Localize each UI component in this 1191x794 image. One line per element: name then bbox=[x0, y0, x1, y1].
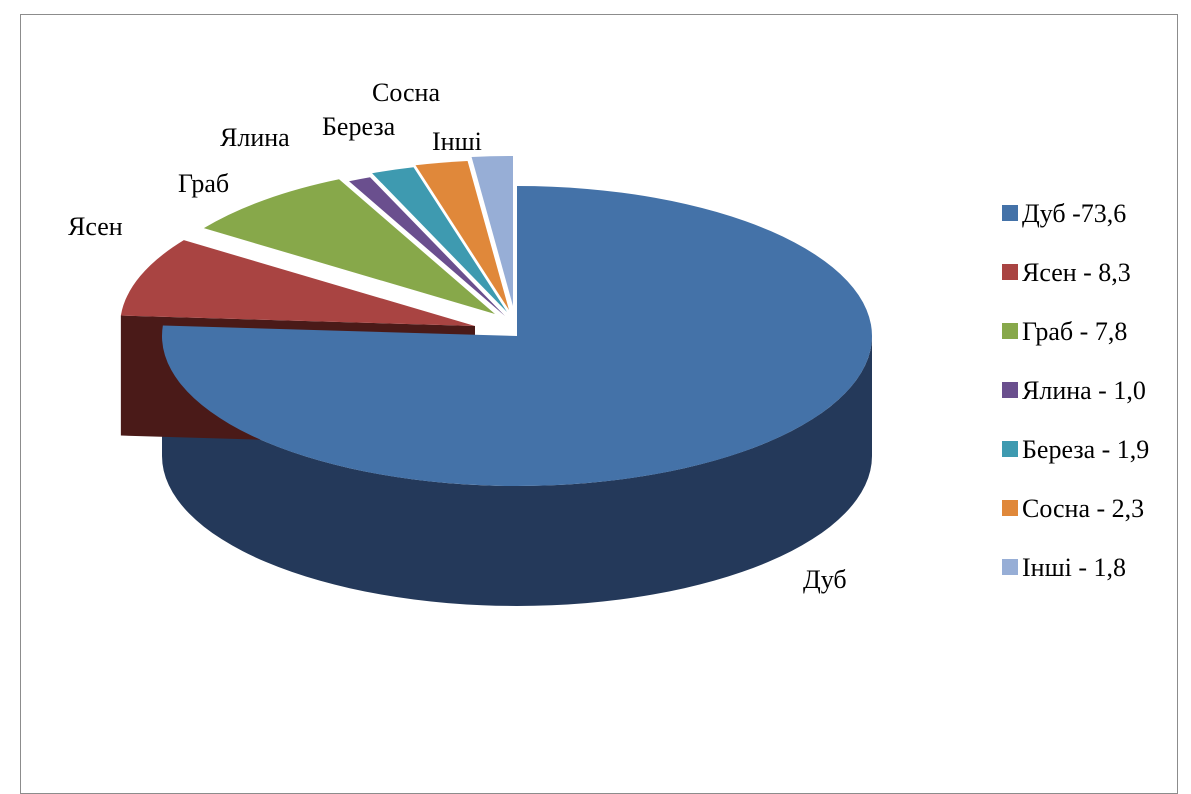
slice-label-yasen: Ясен bbox=[68, 212, 123, 241]
slice-labels: Дуб Ясен Граб Ялина Береза Сосна Інші bbox=[68, 78, 847, 594]
legend-swatch-dub bbox=[1002, 205, 1018, 221]
legend-item-dub: Дуб -73,6 bbox=[1002, 199, 1126, 228]
legend-swatch-sosna bbox=[1002, 500, 1018, 516]
slice-label-inshi: Інші bbox=[432, 127, 482, 156]
legend-label-yasen: Ясен - 8,3 bbox=[1022, 258, 1131, 287]
legend-swatch-yalyna bbox=[1002, 382, 1018, 398]
pie-chart: Дуб Ясен Граб Ялина Береза Сосна Інші Ду… bbox=[68, 78, 1149, 606]
legend-swatch-hrab bbox=[1002, 323, 1018, 339]
pie-slice-dub bbox=[162, 186, 873, 486]
pie-wall-dub bbox=[162, 336, 872, 606]
pie-slice-hrab bbox=[203, 179, 496, 314]
legend-item-inshi: Інші - 1,8 bbox=[1002, 553, 1126, 582]
legend-label-dub: Дуб -73,6 bbox=[1022, 199, 1126, 228]
legend-item-yasen: Ясен - 8,3 bbox=[1002, 258, 1131, 287]
slice-label-yalyna: Ялина bbox=[220, 123, 290, 152]
slice-label-dub: Дуб bbox=[803, 565, 847, 594]
pie-slice-yalyna bbox=[349, 177, 505, 316]
slice-label-hrab: Граб bbox=[178, 169, 229, 198]
pie-slice-inshi bbox=[471, 156, 513, 306]
legend-label-yalyna: Ялина - 1,0 bbox=[1022, 376, 1146, 405]
legend-swatch-inshi bbox=[1002, 559, 1018, 575]
legend-label-hrab: Граб - 7,8 bbox=[1022, 317, 1127, 346]
legend-item-hrab: Граб - 7,8 bbox=[1002, 317, 1127, 346]
pie-slice-yasen bbox=[120, 240, 475, 326]
legend-item-sosna: Сосна - 2,3 bbox=[1002, 494, 1144, 523]
pie-top-layer bbox=[120, 156, 873, 486]
legend-item-yalyna: Ялина - 1,0 bbox=[1002, 376, 1146, 405]
legend-label-inshi: Інші - 1,8 bbox=[1022, 553, 1126, 582]
pie-slice-sosna bbox=[415, 161, 509, 310]
legend-label-sosna: Сосна - 2,3 bbox=[1022, 494, 1144, 523]
pie-slice-bereza bbox=[372, 167, 507, 312]
legend-label-bereza: Береза - 1,9 bbox=[1022, 435, 1149, 464]
slice-label-bereza: Береза bbox=[322, 112, 396, 141]
legend-item-bereza: Береза - 1,9 bbox=[1002, 435, 1149, 464]
legend-swatch-bereza bbox=[1002, 441, 1018, 457]
slice-label-sosna: Сосна bbox=[372, 78, 440, 107]
legend-swatch-yasen bbox=[1002, 264, 1018, 280]
legend: Дуб -73,6 Ясен - 8,3 Граб - 7,8 Ялина - … bbox=[1002, 199, 1149, 582]
